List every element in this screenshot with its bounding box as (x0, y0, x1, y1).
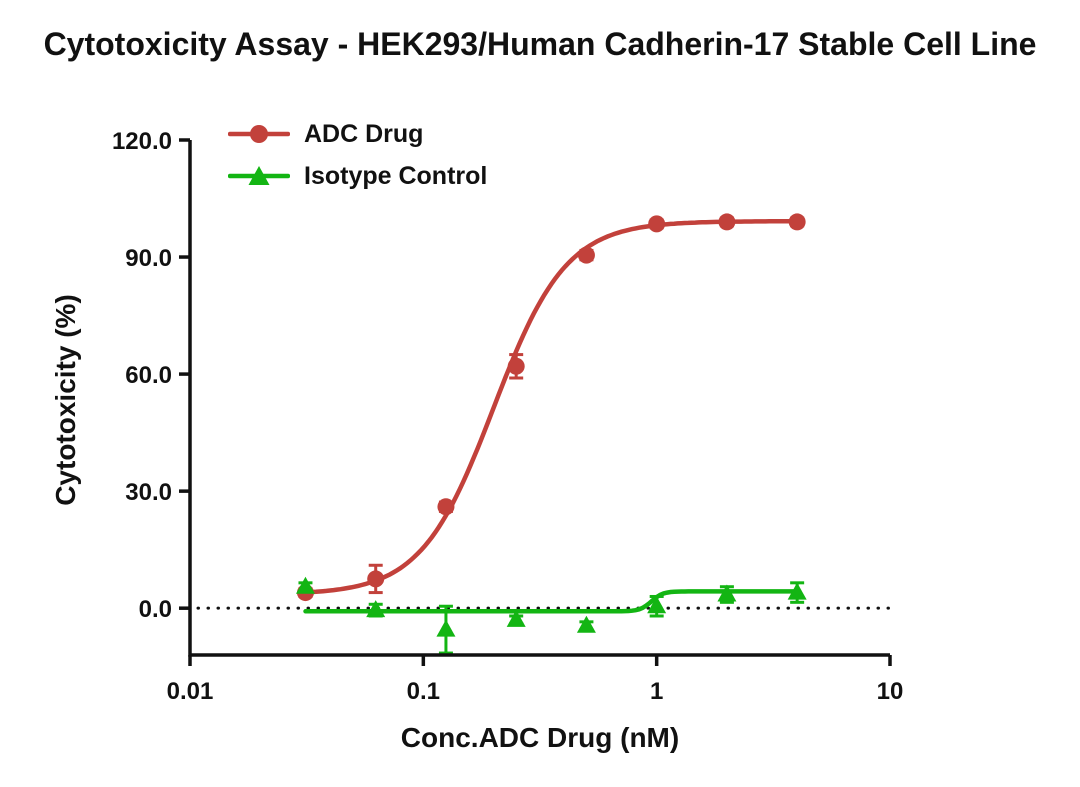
data-point (718, 213, 736, 231)
data-point (576, 615, 596, 633)
adc-drug-marker-icon (228, 125, 290, 143)
legend-item-adc-drug: ADC Drug (228, 120, 487, 148)
data-point (648, 215, 666, 233)
data-point (506, 609, 526, 627)
data-point (367, 570, 385, 588)
legend: ADC Drug Isotype Control (228, 120, 487, 190)
y-tick-label: 0.0 (139, 596, 172, 623)
x-tick-label: 10 (877, 678, 904, 705)
data-point (437, 498, 455, 516)
series-adc-drug (296, 213, 806, 602)
data-point (295, 576, 315, 594)
x-tick-label: 0.1 (407, 678, 440, 705)
legend-label-isotype-control: Isotype Control (304, 161, 488, 190)
fit-curve (303, 218, 800, 595)
series-isotype-control (295, 576, 807, 655)
y-tick-label: 120.0 (112, 128, 172, 155)
data-point (436, 619, 456, 637)
data-point (717, 584, 737, 602)
y-tick-label: 60.0 (125, 362, 172, 389)
data-point (787, 582, 807, 600)
x-tick-label: 1 (650, 678, 663, 705)
data-point (366, 600, 386, 618)
legend-label-adc-drug: ADC Drug (304, 119, 424, 148)
x-axis-title: Conc.ADC Drug (nM) (400, 722, 680, 753)
legend-item-isotype-control: Isotype Control (228, 162, 487, 190)
x-tick-label: 0.01 (167, 678, 214, 705)
axes-frame (188, 140, 890, 657)
y-tick-label: 90.0 (125, 245, 172, 272)
y-axis-title: Cytotoxicity (%) (50, 294, 81, 506)
data-point (577, 246, 595, 264)
fit-curve (303, 589, 800, 614)
data-point (647, 596, 667, 614)
y-tick-label: 30.0 (125, 479, 172, 506)
data-point (507, 357, 525, 375)
isotype-control-marker-icon (228, 166, 290, 185)
chart-title: Cytotoxicity Assay - HEK293/Human Cadher… (43, 26, 1037, 62)
data-point (788, 213, 806, 231)
